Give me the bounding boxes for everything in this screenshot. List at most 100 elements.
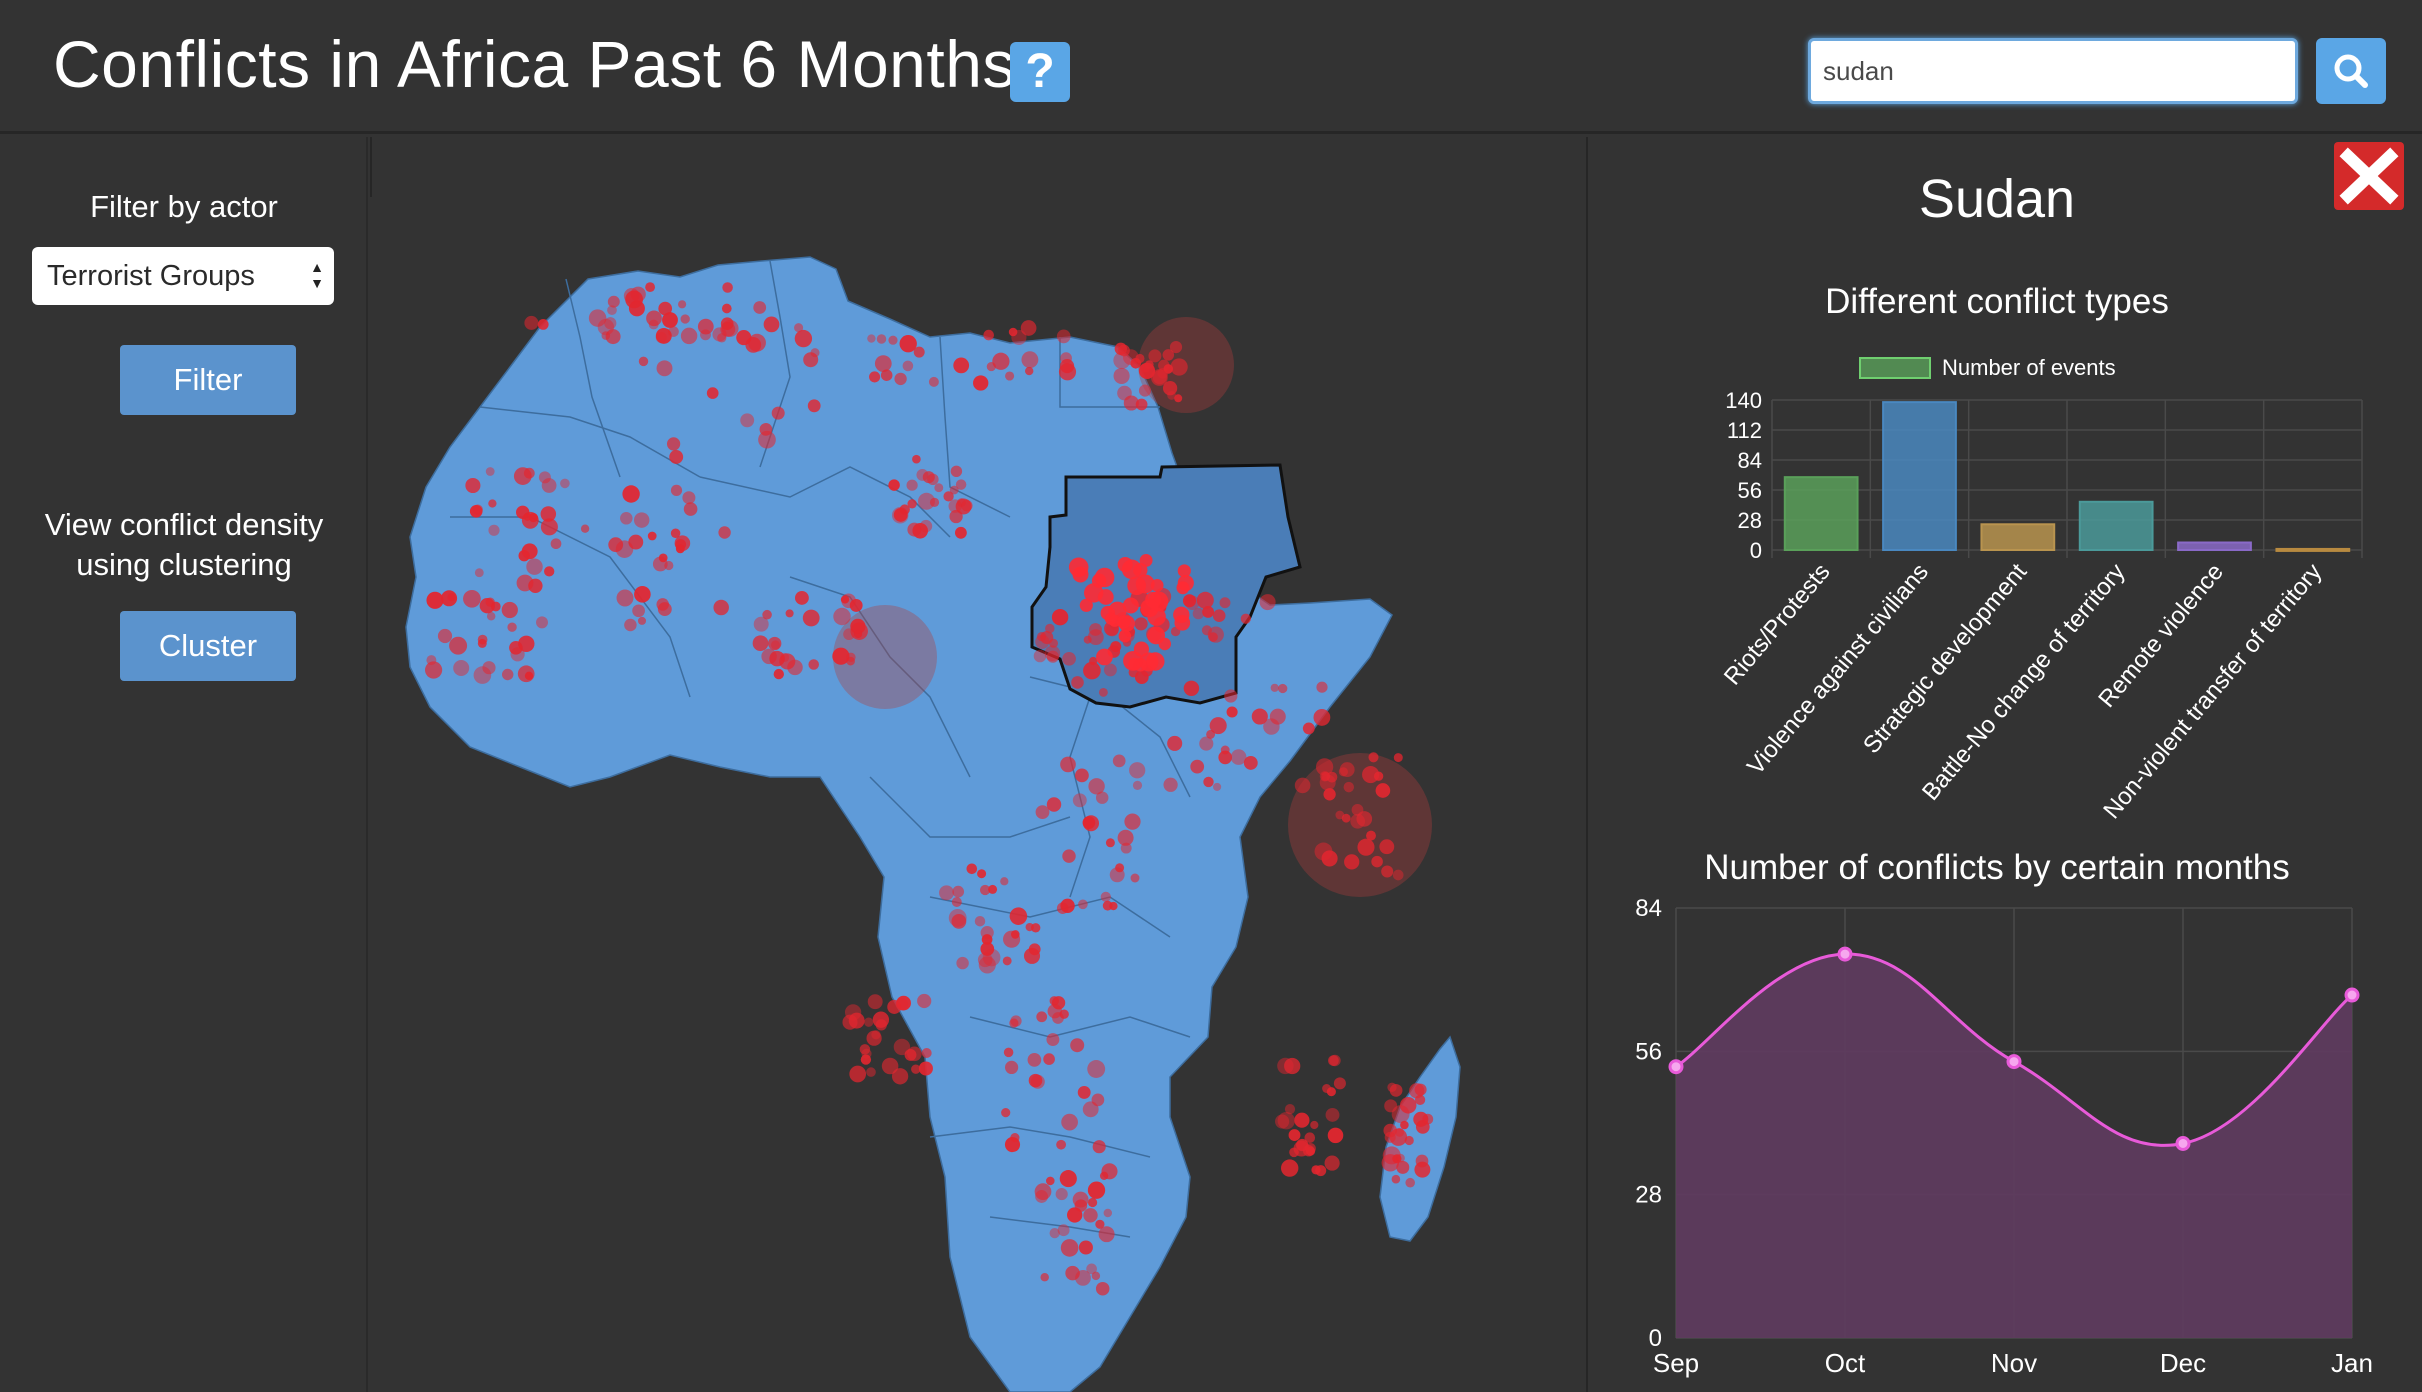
conflict-dot	[537, 318, 549, 330]
help-button[interactable]: ?	[1010, 42, 1070, 102]
conflict-dot	[794, 323, 804, 333]
conflict-dot	[1302, 722, 1315, 735]
conflict-dot	[1036, 1011, 1048, 1023]
conflict-dot	[453, 659, 470, 677]
conflict-dot	[952, 885, 965, 898]
conflict-dot	[1095, 1219, 1105, 1229]
conflict-dot	[1072, 1191, 1089, 1208]
conflict-dot	[1132, 780, 1143, 791]
conflict-dot	[1304, 1143, 1316, 1154]
conflict-dot	[1087, 1197, 1098, 1208]
conflict-dot	[1199, 736, 1214, 751]
map-divider	[370, 137, 372, 197]
close-x-icon	[2339, 147, 2399, 205]
conflict-dot	[770, 640, 781, 650]
conflict-dot	[1393, 753, 1403, 763]
conflict-dot	[1089, 656, 1098, 666]
conflict-dot	[463, 589, 481, 608]
conflict-dot	[866, 1030, 882, 1046]
conflict-dot	[1031, 923, 1041, 933]
conflict-dot	[501, 668, 514, 681]
conflict-dot	[1396, 1160, 1410, 1174]
conflict-dot	[1096, 648, 1113, 666]
conflict-dot	[980, 942, 995, 956]
conflict-dot	[622, 485, 640, 503]
map-view[interactable]	[370, 137, 1586, 1392]
conflict-dot	[501, 601, 518, 619]
cluster-button[interactable]: Cluster	[120, 611, 296, 681]
conflict-dot	[646, 310, 662, 327]
filter-button[interactable]: Filter	[120, 345, 296, 415]
conflict-dot	[1075, 768, 1089, 783]
conflict-dot	[1087, 1181, 1106, 1199]
conflict-dot	[1117, 615, 1131, 629]
conflict-dot	[1405, 1177, 1415, 1188]
conflict-dot	[1091, 1271, 1101, 1281]
conflict-dot	[1278, 683, 1288, 694]
conflict-dot	[929, 497, 940, 508]
conflict-dot	[1196, 591, 1214, 609]
conflict-dot	[1415, 1154, 1429, 1168]
conflict-dot	[616, 589, 634, 607]
conflict-dot	[1140, 598, 1159, 618]
conflict-dot	[1383, 1123, 1397, 1138]
conflict-dot	[1213, 782, 1222, 791]
conflict-dot	[951, 897, 962, 907]
close-panel-button[interactable]	[2334, 142, 2404, 210]
conflict-dot	[1315, 758, 1334, 776]
conflict-dot	[638, 356, 649, 367]
conflict-dot	[1086, 1263, 1097, 1275]
conflict-dot	[1002, 956, 1012, 966]
conflict-dot	[1001, 1108, 1011, 1118]
conflict-dot	[1391, 1105, 1410, 1124]
conflict-dot	[956, 956, 969, 970]
conflict-dot	[906, 479, 918, 491]
y-tick-label: 28	[1738, 508, 1762, 533]
conflict-dot	[656, 360, 673, 377]
conflict-dot	[899, 335, 917, 353]
conflict-dot	[1381, 865, 1394, 878]
conflict-dot	[1391, 1174, 1401, 1184]
conflict-dot	[992, 352, 1010, 370]
conflict-dot	[1135, 398, 1148, 411]
conflict-dot	[1043, 1053, 1055, 1065]
conflict-dot	[1344, 854, 1360, 870]
conflict-dot	[1100, 891, 1111, 902]
africa-landmass[interactable]	[405, 256, 1393, 1392]
conflict-dot	[1099, 1171, 1109, 1180]
search-input[interactable]	[1808, 38, 2298, 104]
conflict-dot	[943, 491, 954, 502]
conflict-dot	[753, 301, 767, 314]
conflict-dot	[1098, 1226, 1115, 1243]
conflict-dot	[1173, 606, 1190, 623]
conflict-dot	[859, 1044, 871, 1055]
actor-select[interactable]: Terrorist Groups ▲ ▼	[32, 247, 334, 305]
conflict-dot	[917, 993, 932, 1009]
conflict-dot	[1124, 813, 1141, 830]
conflict-dot	[541, 478, 557, 493]
conflict-dot	[768, 636, 782, 651]
conflict-dot	[893, 507, 908, 522]
conflict-dot	[1139, 652, 1159, 672]
conflict-dot	[479, 598, 495, 614]
conflict-dot	[624, 618, 637, 632]
search-button[interactable]	[2316, 38, 2386, 104]
cluster-description-line1: View conflict density	[44, 507, 324, 542]
legend-label: Number of events	[1942, 355, 2116, 380]
conflict-dot	[912, 523, 928, 539]
conflict-dot	[1275, 1114, 1290, 1129]
conflict-dot	[1182, 594, 1197, 608]
x-tick-label: Non-violent transfer of territory	[2098, 559, 2327, 825]
conflict-dot	[1060, 898, 1075, 913]
conflict-dot	[1284, 1103, 1296, 1115]
conflict-dot	[1121, 559, 1142, 580]
conflict-dot	[1113, 367, 1130, 384]
conflict-dot	[706, 387, 719, 399]
select-arrows-icon: ▲ ▼	[310, 259, 324, 291]
conflict-dot	[540, 518, 558, 536]
conflict-dot	[465, 477, 481, 494]
conflict-dot	[1343, 781, 1355, 793]
conflict-dot	[1025, 366, 1034, 376]
africa-map[interactable]	[370, 137, 1586, 1392]
conflict-dot	[722, 282, 733, 293]
